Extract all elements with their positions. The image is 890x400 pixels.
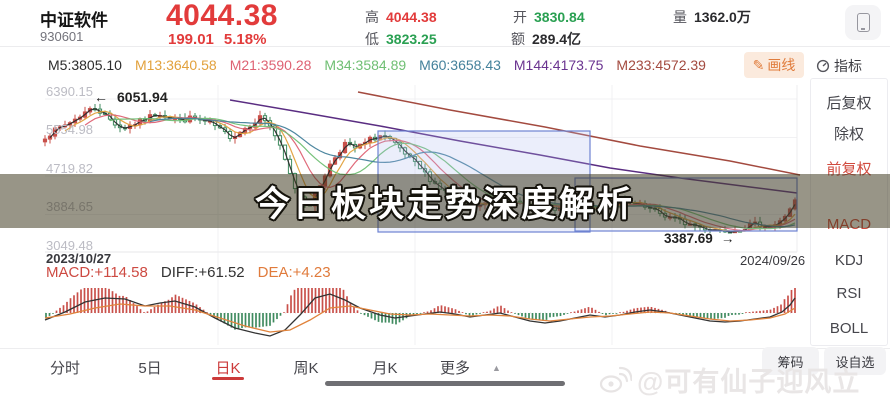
phone-icon bbox=[856, 13, 870, 32]
header-divider bbox=[0, 46, 890, 47]
ma-indicator-row: M5:3805.10 M13:3640.58 M21:3590.28 M34:3… bbox=[48, 57, 706, 73]
ma21-value: M21:3590.28 bbox=[229, 57, 312, 73]
tab-5day[interactable]: 5日 bbox=[138, 360, 162, 377]
stat-low: 低 3823.25 bbox=[365, 29, 437, 49]
sidebar-item-rsi[interactable]: RSI bbox=[836, 285, 862, 302]
price-change-pct: 5.18% bbox=[223, 31, 267, 48]
low-annotation: 3387.69 → bbox=[664, 231, 734, 246]
low-value: 3823.25 bbox=[386, 31, 437, 47]
tab-weekly-k[interactable]: 周K bbox=[293, 360, 319, 377]
promo-banner: 今日板块走势深度解析 bbox=[0, 174, 890, 228]
y-axis-label: 6390.15 bbox=[46, 84, 93, 99]
high-label: 高 bbox=[365, 9, 379, 25]
stat-amount: 额 289.4亿 bbox=[511, 29, 581, 49]
ma5-value: M5:3805.10 bbox=[48, 57, 122, 73]
add-watchlist-button[interactable]: 设自选 bbox=[824, 347, 886, 375]
macd-value: MACD:+114.58 bbox=[46, 264, 148, 281]
indicator-label: 指标 bbox=[834, 58, 862, 74]
dea-value: DEA:+4.23 bbox=[257, 264, 331, 281]
price-change: 199.01 bbox=[168, 31, 214, 48]
tab-more[interactable]: 更多 bbox=[439, 360, 471, 377]
y-axis-label: 5554.98 bbox=[46, 122, 93, 137]
sidebar-item-qianfuquan[interactable]: 前复权 bbox=[826, 161, 872, 178]
draw-line-label: 画线 bbox=[767, 57, 796, 73]
tab-minute[interactable]: 分时 bbox=[49, 360, 81, 377]
ma34-value: M34:3584.89 bbox=[324, 57, 407, 73]
stock-code: 930601 bbox=[40, 29, 84, 44]
ma60-value: M60:3658.43 bbox=[419, 57, 501, 73]
gauge-icon bbox=[816, 59, 830, 73]
low-label: 低 bbox=[365, 31, 379, 47]
peak-annotation: ← 6051.94 bbox=[94, 89, 168, 105]
tab-daily-k[interactable]: 日K bbox=[215, 360, 241, 377]
sidebar-item-chuquan[interactable]: 除权 bbox=[833, 126, 864, 143]
arrow-left-icon: ← bbox=[94, 89, 108, 105]
sidebar-item-houfuquan[interactable]: 后复权 bbox=[826, 95, 872, 112]
ma13-value: M13:3640.58 bbox=[134, 57, 217, 73]
stock-name: 中证软件 bbox=[40, 11, 108, 30]
arrow-right-icon: → bbox=[720, 231, 735, 246]
price-change-row: 199.01 5.18% bbox=[168, 31, 266, 48]
chips-button[interactable]: 筹码 bbox=[762, 347, 819, 375]
amount-value: 289.4亿 bbox=[532, 31, 582, 47]
tabbar-divider bbox=[0, 348, 890, 349]
promo-banner-text: 今日板块走势深度解析 bbox=[254, 184, 635, 224]
diff-value: DIFF:+61.52 bbox=[160, 264, 245, 281]
low-value-annotation: 3387.69 bbox=[664, 231, 713, 246]
active-tab-underline bbox=[212, 377, 244, 380]
high-value: 4044.38 bbox=[386, 9, 437, 25]
amount-label: 额 bbox=[511, 31, 525, 47]
macd-values-row: MACD:+114.58 DIFF:+61.52 DEA:+4.23 bbox=[46, 264, 331, 281]
chart-start-date: 2023/10/27 bbox=[46, 251, 112, 266]
device-switch-button[interactable] bbox=[845, 5, 881, 40]
y-axis-label: 4719.82 bbox=[46, 161, 93, 176]
volume-label: 量 bbox=[673, 9, 687, 25]
y-axis-label: 3049.48 bbox=[46, 238, 93, 253]
sidebar-item-boll[interactable]: BOLL bbox=[829, 320, 869, 337]
volume-value: 1362.0万 bbox=[694, 9, 751, 25]
peak-value: 6051.94 bbox=[117, 89, 168, 105]
sidebar-item-kdj[interactable]: KDJ bbox=[834, 252, 864, 269]
chevron-up-icon[interactable]: ▲ bbox=[492, 363, 501, 373]
stat-high: 高 4044.38 bbox=[365, 7, 437, 27]
pencil-icon: ✎ bbox=[752, 56, 765, 73]
tabbar-scrollbar[interactable] bbox=[325, 381, 565, 386]
stock-price: 4044.38 bbox=[166, 0, 278, 32]
stat-open: 开 3830.84 bbox=[513, 7, 585, 27]
chart-end-date: 2024/09/26 bbox=[740, 253, 806, 268]
draw-line-button[interactable]: ✎ 画线 bbox=[744, 52, 804, 78]
stat-volume: 量 1362.0万 bbox=[673, 7, 751, 27]
ma233-value: M233:4572.39 bbox=[616, 57, 706, 73]
indicator-button[interactable]: 指标 bbox=[816, 56, 862, 76]
open-value: 3830.84 bbox=[534, 9, 585, 25]
tab-monthly-k[interactable]: 月K bbox=[372, 360, 398, 377]
open-label: 开 bbox=[513, 9, 527, 25]
ma144-value: M144:4173.75 bbox=[513, 57, 604, 73]
